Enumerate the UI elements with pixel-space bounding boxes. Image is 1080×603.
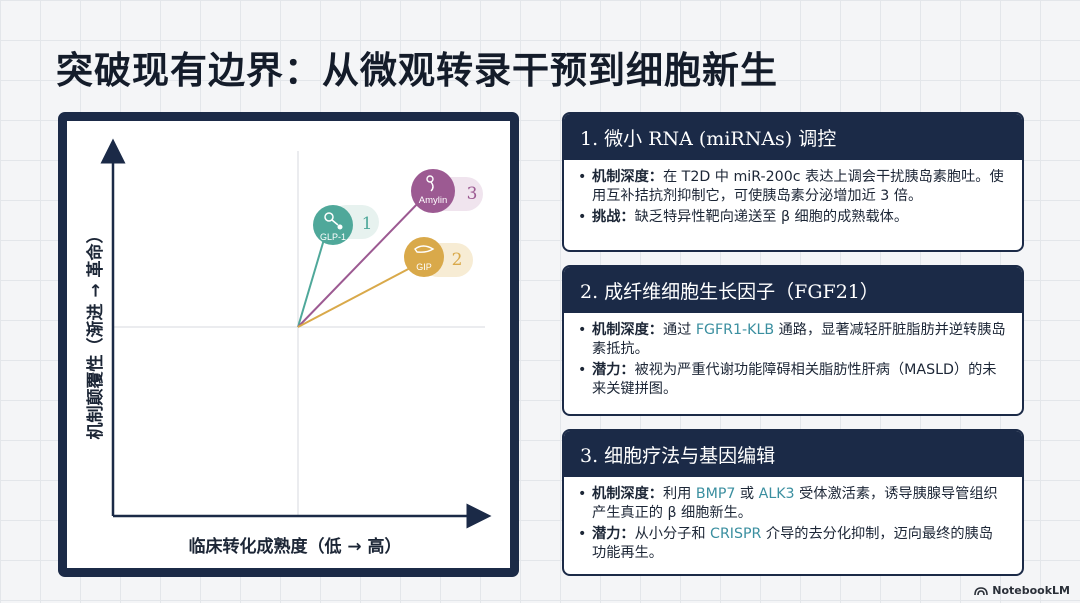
x-axis-label: 临床转化成熟度（低 → 高） [188, 536, 401, 557]
bullet-text: 在 T2D 中 miR-200c 表达上调会干扰胰岛素胞吐。使用互补拮抗剂抑制它… [592, 169, 1004, 204]
bullet-text: 缺乏特异性靶向递送至 β 细胞的成熟载体。 [634, 209, 909, 225]
card-bullet: 挑战：缺乏特异性靶向递送至 β 细胞的成熟载体。 [578, 208, 1006, 227]
bullet-text: 介导的去分化抑制，迈向最终的胰岛功能再生。 [592, 526, 993, 561]
bullet-text: 利用 [662, 486, 696, 502]
bullet-highlight: ALK3 [758, 486, 795, 502]
y-axis-label: 机制颠覆性（渐进 → 革命） [85, 226, 106, 439]
card-fgf21: 2. 成纤维细胞生长因子（FGF21） 机制深度：通过 FGFR1-KLB 通路… [562, 265, 1024, 416]
page-title: 突破现有边界：从微观转录干预到细胞新生 [56, 48, 778, 92]
point-amylin: Amylin 3 [411, 169, 483, 213]
bullet-text: 通过 [662, 322, 696, 338]
bullet-label: 机制深度： [592, 169, 663, 185]
vector-amylin [297, 198, 423, 328]
molecule-icon [324, 212, 343, 230]
pancreas-icon [414, 245, 435, 253]
bullet-label: 机制深度： [592, 322, 663, 338]
bullet-text: 通路，显著减轻肝脏脂肪并逆转胰岛素抵抗。 [592, 322, 1006, 357]
point-number-amylin: 3 [467, 184, 478, 204]
point-glp1: GLP-1 1 [313, 205, 379, 245]
card-bullet: 机制深度：通过 FGFR1-KLB 通路，显著减轻肝脏脂肪并逆转胰岛素抵抗。 [578, 321, 1006, 359]
bullet-highlight: CRISPR [710, 526, 762, 542]
bullet-text: 受体激活素，诱导胰腺导管组织产生真正的 β 细胞新生。 [592, 486, 998, 521]
point-gip: GIP 2 [404, 237, 473, 277]
card-title: 2. 成纤维细胞生长因子（FGF21） [564, 267, 1022, 313]
point-number-glp1: 1 [362, 214, 373, 234]
card-title: 1. 微小 RNA (miRNAs) 调控 [564, 114, 1022, 160]
peptide-icon [426, 175, 434, 192]
bullet-label: 机制深度： [592, 486, 663, 502]
bullet-text: 或 [735, 486, 759, 502]
card-cell-therapy: 3. 细胞疗法与基因编辑 机制深度：利用 BMP7 或 ALK3 受体激活素，诱… [562, 429, 1024, 576]
card-bullet: 潜力：从小分子和 CRISPR 介导的去分化抑制，迈向最终的胰岛功能再生。 [578, 525, 1006, 563]
brand-watermark: NotebookLM [974, 584, 1070, 597]
notebooklm-logo-icon [974, 586, 989, 595]
point-label-gip: GIP [416, 262, 432, 272]
bullet-text: 从小分子和 [634, 526, 711, 542]
bullet-text: 被视为严重代谢功能障碍相关脂肪性肝病（MASLD）的未来关键拼图。 [592, 362, 997, 397]
card-title: 3. 细胞疗法与基因编辑 [564, 431, 1022, 477]
point-number-gip: 2 [452, 250, 463, 270]
brand-name: NotebookLM [992, 584, 1070, 597]
quadrant-chart: GLP-1 1 Amylin 3 GIP 2 机制颠覆性（渐进 → 革命） [85, 138, 492, 557]
point-label-glp1: GLP-1 [320, 232, 346, 242]
card-bullet: 潜力：被视为严重代谢功能障碍相关脂肪性肝病（MASLD）的未来关键拼图。 [578, 361, 1006, 399]
bullet-label: 潜力： [592, 526, 635, 542]
point-label-amylin: Amylin [419, 195, 448, 206]
vector-gip [297, 265, 415, 328]
vector-glp1 [297, 235, 326, 328]
bullet-label: 挑战： [592, 209, 635, 225]
card-bullet: 机制深度：利用 BMP7 或 ALK3 受体激活素，诱导胰腺导管组织产生真正的 … [578, 485, 1006, 523]
bullet-label: 潜力： [592, 362, 635, 378]
card-mirna: 1. 微小 RNA (miRNAs) 调控 机制深度：在 T2D 中 miR-2… [562, 112, 1024, 252]
bullet-highlight: BMP7 [695, 486, 736, 502]
bullet-highlight: FGFR1-KLB [695, 322, 775, 338]
card-bullet: 机制深度：在 T2D 中 miR-200c 表达上调会干扰胰岛素胞吐。使用互补拮… [578, 168, 1006, 206]
chart-panel: GLP-1 1 Amylin 3 GIP 2 机制颠覆性（渐进 → 革命） [58, 112, 519, 577]
